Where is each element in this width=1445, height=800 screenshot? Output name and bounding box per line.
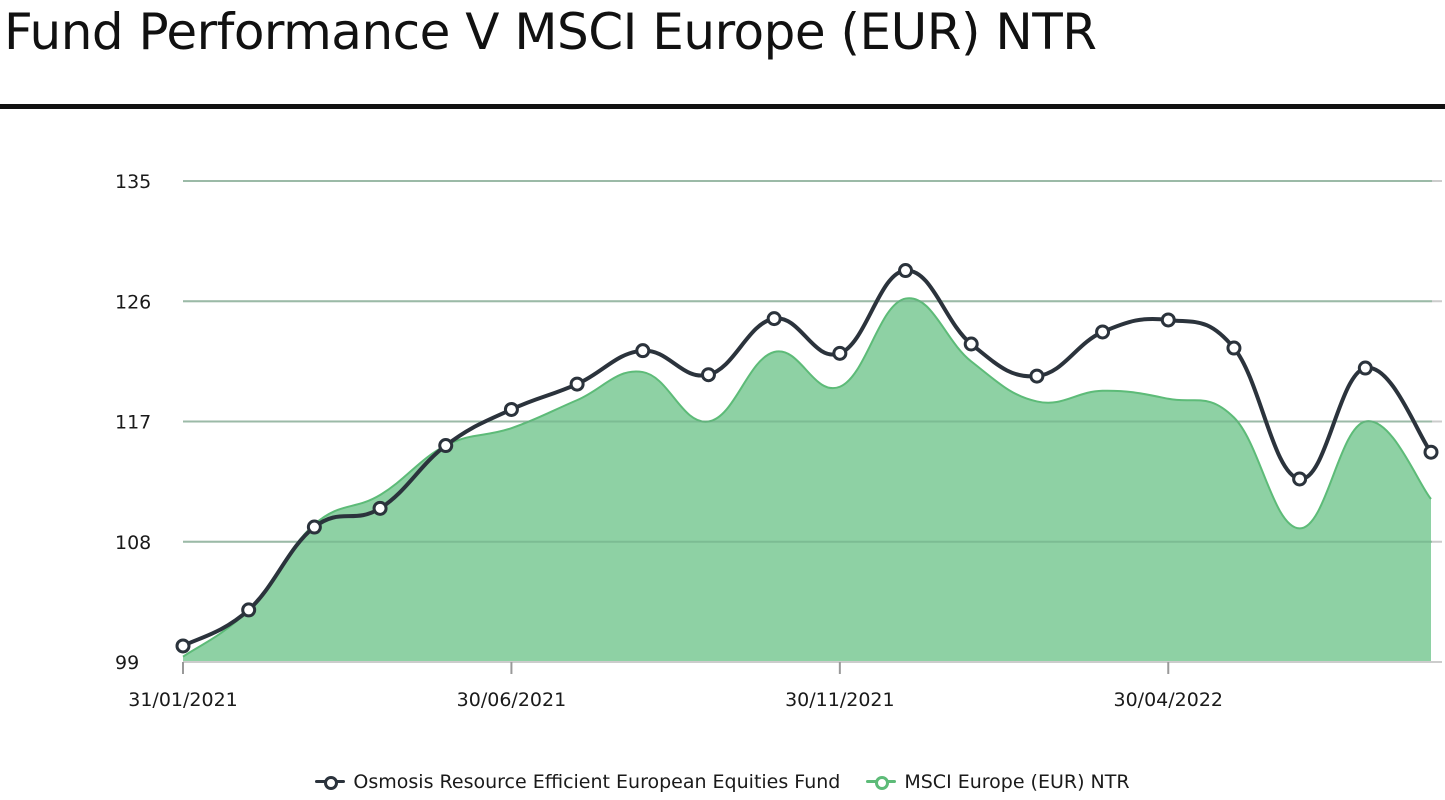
index-area <box>182 180 1432 662</box>
fund-data-point <box>635 343 651 359</box>
fund-data-point <box>569 376 585 392</box>
chart-title: Fund Performance V MSCI Europe (EUR) NTR <box>4 3 1097 61</box>
fund-data-point <box>832 345 848 361</box>
y-tick-label: 135 <box>115 171 151 193</box>
fund-markers <box>175 263 1439 654</box>
index-area-fill <box>183 298 1431 662</box>
fund-data-point <box>241 602 257 618</box>
fund-data-point <box>372 500 388 516</box>
legend-item-fund[interactable]: Osmosis Resource Efficient European Equi… <box>315 771 840 793</box>
index-series-line <box>182 297 1432 658</box>
x-tick-label: 30/06/2021 <box>457 689 567 711</box>
y-tick-label: 117 <box>115 412 151 434</box>
fund-line-marker-icon <box>315 775 346 790</box>
fund-data-point <box>898 263 914 279</box>
axes: 99 108 117 126 135 31/01/2021 30/06/2021 30/11/… <box>115 171 1442 711</box>
legend-fund-label: Osmosis Resource Efficient European Equi… <box>353 771 841 793</box>
y-tick-label: 108 <box>115 532 151 554</box>
x-tick-label: 30/04/2022 <box>1114 689 1224 711</box>
x-tick-label: 31/01/2021 <box>128 689 238 711</box>
fund-data-point <box>503 401 519 417</box>
legend: Osmosis Resource Efficient European Equi… <box>0 764 1445 800</box>
index-line-marker-icon <box>866 775 897 790</box>
fund-data-point <box>1423 444 1439 460</box>
fund-data-point <box>1160 312 1176 328</box>
fund-data-point <box>1357 360 1373 376</box>
fund-data-point <box>963 336 979 352</box>
fund-data-point <box>175 638 191 654</box>
fund-data-point <box>1226 340 1242 356</box>
fund-data-point <box>438 438 454 454</box>
fund-data-point <box>306 519 322 535</box>
y-tick-label: 126 <box>115 291 151 313</box>
y-tick-label: 99 <box>115 652 139 674</box>
fund-data-point <box>766 311 782 327</box>
x-tick-label: 30/11/2021 <box>785 689 895 711</box>
fund-data-point <box>1095 324 1111 340</box>
fund-data-point <box>700 367 716 383</box>
fund-data-point <box>1029 368 1045 384</box>
title-divider <box>0 104 1445 109</box>
performance-chart: 99 108 117 126 135 31/01/2021 30/06/2021 30/11/… <box>115 171 1442 711</box>
legend-index-label: MSCI Europe (EUR) NTR <box>904 771 1130 793</box>
fund-data-point <box>1292 471 1308 487</box>
legend-item-index[interactable]: MSCI Europe (EUR) NTR <box>866 771 1130 793</box>
